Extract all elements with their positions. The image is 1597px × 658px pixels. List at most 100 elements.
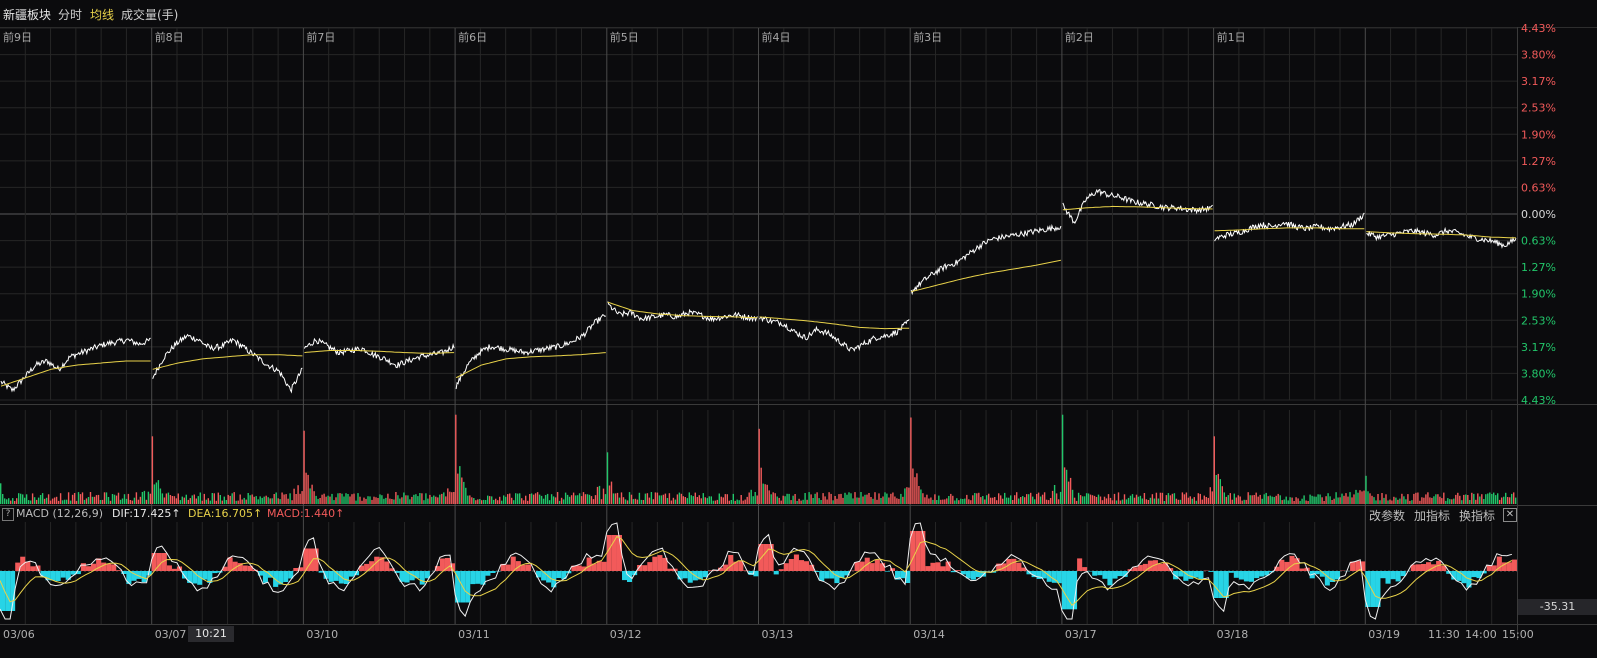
volume-bar [800, 500, 802, 504]
macd-bar [1082, 567, 1088, 571]
volume-bar [149, 493, 152, 504]
volume-bar [738, 500, 740, 504]
tab-intraday[interactable]: 分时 [58, 8, 83, 22]
volume-bar [191, 495, 193, 504]
change-params-button[interactable]: 改参数 [1369, 509, 1406, 523]
switch-indicator-button[interactable]: 换指标 [1459, 509, 1496, 523]
macd-bar [768, 544, 774, 571]
volume-bar [1067, 481, 1070, 504]
volume-bar [1133, 497, 1136, 504]
macd-bar [1026, 571, 1032, 575]
macd-bar [1249, 571, 1255, 582]
volume-bar [399, 498, 401, 504]
volume-bar [325, 496, 327, 504]
volume-bar [1145, 499, 1148, 504]
volume-bar [632, 499, 635, 504]
volume-bar [417, 496, 419, 504]
volume-bar [1127, 497, 1130, 504]
volume-bar [249, 495, 251, 504]
macd-bar [647, 562, 653, 571]
volume-bar [896, 498, 898, 504]
volume-bar [1239, 496, 1241, 504]
volume-bar [175, 498, 178, 504]
volume-bar [684, 497, 686, 504]
avg-line [304, 350, 455, 354]
tab-volume[interactable]: 成交量(手) [121, 8, 179, 22]
volume-bar [1253, 495, 1255, 504]
macd-bar [884, 571, 890, 572]
volume-bar [622, 497, 625, 504]
volume-bar [197, 496, 199, 504]
volume-bar [409, 499, 411, 504]
macd-bar [1375, 571, 1381, 607]
close-icon[interactable]: ✕ [1503, 508, 1517, 522]
macd-bar [192, 571, 198, 584]
macd-bar [1223, 571, 1229, 598]
volume-bar [177, 493, 179, 504]
help-icon[interactable]: ? [2, 508, 14, 521]
volume-bar [822, 493, 824, 504]
macd-bar [783, 563, 789, 571]
volume-bar [455, 414, 457, 504]
add-indicator-button[interactable]: 加指标 [1414, 509, 1451, 523]
volume-bar [73, 493, 76, 504]
macd-bar [470, 571, 476, 585]
volume-bar [894, 496, 896, 504]
volume-bar [313, 491, 315, 504]
volume-bar [477, 499, 479, 504]
macd-title: MACD (12,26,9) [16, 507, 104, 520]
volume-bar [103, 492, 106, 504]
volume-bar [469, 495, 471, 504]
macd-bar [101, 562, 107, 571]
volume-bar [289, 493, 291, 504]
volume-bar [1301, 498, 1303, 504]
volume-bar [515, 493, 517, 504]
volume-bar [870, 497, 872, 504]
volume-bar [141, 492, 144, 504]
volume-bar [413, 494, 415, 504]
macd-bar [1380, 571, 1386, 579]
volume-bar [71, 494, 74, 504]
volume-bar [1445, 500, 1447, 504]
volume-bar [1449, 499, 1451, 504]
macd-bar [111, 564, 117, 571]
tab-avg-line[interactable]: 均线 [90, 8, 115, 22]
volume-bar [542, 498, 545, 504]
volume-bar [1201, 499, 1203, 504]
volume-bar [105, 492, 108, 504]
volume-bar [960, 498, 962, 504]
macd-bar [293, 568, 299, 571]
macd-bar [707, 570, 713, 571]
volume-bar [1211, 491, 1213, 504]
volume-bar [511, 497, 513, 504]
volume-bar [327, 495, 329, 504]
volume-bar [95, 495, 98, 504]
volume-bar [1397, 499, 1399, 504]
macd-bar [697, 571, 703, 580]
volume-bar [20, 493, 22, 504]
volume-bar [552, 496, 555, 504]
macd-bar [940, 566, 946, 571]
volume-bar [337, 493, 339, 504]
day-label: 前5日 [610, 30, 639, 44]
volume-bar [431, 496, 433, 504]
date-label: 03/12 [610, 628, 642, 641]
volume-bar [1101, 500, 1104, 504]
volume-bar [1231, 499, 1233, 504]
volume-bar [523, 500, 525, 504]
volume-bar [636, 499, 639, 504]
volume-bar [928, 498, 930, 504]
macd-bar [581, 566, 587, 571]
volume-bar [598, 485, 601, 504]
macd-bar [171, 568, 177, 571]
macd-bar [1102, 571, 1108, 579]
volume-bar [624, 499, 627, 504]
volume-bar [429, 494, 431, 504]
volume-bar [401, 497, 403, 504]
macd-bar [1451, 571, 1457, 580]
volume-bar [369, 496, 371, 504]
time-label: 11:30 [1428, 628, 1460, 641]
avg-line [1214, 227, 1365, 232]
volume-bar [1371, 495, 1373, 504]
volume-bar [1415, 492, 1417, 504]
